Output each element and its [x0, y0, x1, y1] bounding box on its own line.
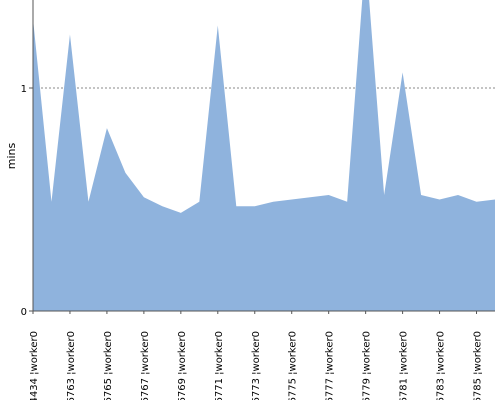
x-tick-label: #6771 ¦worker0 [214, 331, 225, 400]
x-tick-label: #4434 ¦worker0 [29, 331, 40, 400]
y-axis-label: mins [5, 142, 18, 169]
x-tick-label: #6775 ¦worker0 [288, 331, 299, 400]
area-layer [33, 0, 495, 311]
y-tick-label: 1 [21, 84, 27, 95]
x-tick-label: #6769 ¦worker0 [177, 331, 188, 400]
x-tick-label: #6785 ¦worker0 [473, 331, 484, 400]
x-tick-label: #6779 ¦worker0 [362, 331, 373, 400]
x-tick-label: #6767 ¦worker0 [140, 331, 151, 400]
x-tick-label: #6781 ¦worker0 [399, 331, 410, 400]
x-tick-label: #6765 ¦worker0 [103, 331, 114, 400]
x-tick-label: #6777 ¦worker0 [325, 331, 336, 400]
area-series [33, 0, 495, 311]
x-tick-label: #6783 ¦worker0 [436, 331, 447, 400]
x-tick-label: #6763 ¦worker0 [66, 331, 77, 400]
x-tick-layer: #4434 ¦worker0 #6763 ¦worker0 #6765 ¦worke… [29, 311, 484, 400]
y-tick-layer: 01 [21, 84, 33, 318]
x-tick-label: #6773 ¦worker0 [251, 331, 262, 400]
y-tick-label: 0 [21, 307, 27, 318]
axis-layer [32, 0, 495, 312]
